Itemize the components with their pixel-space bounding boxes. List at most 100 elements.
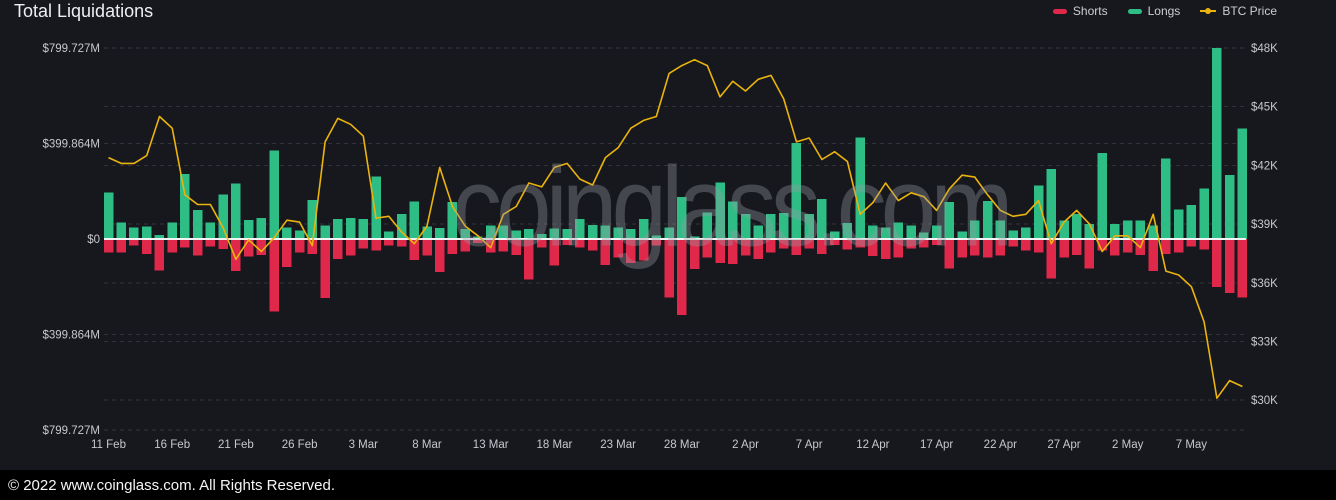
shorts-bar[interactable] [422,239,432,256]
shorts-bar[interactable] [192,239,203,256]
longs-bar[interactable] [396,213,407,239]
longs-bar[interactable] [766,213,776,239]
shorts-bar[interactable] [320,239,330,299]
longs-bar[interactable] [1224,174,1235,239]
longs-bar[interactable] [1046,169,1057,239]
longs-bar[interactable] [485,225,496,239]
shorts-bar[interactable] [626,239,636,263]
shorts-bar[interactable] [333,239,343,260]
shorts-bar[interactable] [460,239,470,252]
longs-bar[interactable] [1071,213,1082,239]
longs-bar[interactable] [613,227,623,239]
btc-price-line[interactable] [108,58,1243,400]
longs-bar[interactable] [893,222,904,239]
shorts-bar[interactable] [587,239,598,251]
longs-bar[interactable] [256,217,267,239]
longs-bar[interactable] [575,218,585,239]
shorts-bar[interactable] [728,239,738,265]
longs-bar[interactable] [447,202,458,239]
shorts-bar[interactable] [218,239,228,250]
longs-bar[interactable] [740,213,751,239]
legend-item-shorts[interactable]: Shorts [1052,4,1108,18]
longs-bar[interactable] [180,174,190,239]
shorts-bar[interactable] [664,239,674,298]
shorts-bar[interactable] [970,239,980,256]
longs-bar[interactable] [1122,220,1133,239]
shorts-bar[interactable] [1237,239,1248,298]
liquidations-chart-svg[interactable]: $799.727M $399.864M $0 $399.864M $799.727M $4… [0,0,1336,470]
shorts-bar[interactable] [205,239,216,247]
shorts-bar[interactable] [294,239,305,253]
longs-bar[interactable] [358,218,369,239]
longs-bar[interactable] [549,228,560,239]
longs-bar[interactable] [345,217,356,239]
shorts-bar[interactable] [384,239,394,246]
shorts-bar[interactable] [957,239,967,258]
shorts-bar[interactable] [995,239,1006,256]
longs-bar[interactable] [919,232,929,239]
longs-bar[interactable] [294,230,305,239]
shorts-bar[interactable] [1110,239,1120,256]
shorts-bar[interactable] [842,239,853,250]
shorts-bar[interactable] [256,239,267,255]
longs-bar[interactable] [664,227,674,239]
longs-bar[interactable] [1021,227,1031,239]
longs-bar[interactable] [842,223,853,239]
shorts-bar[interactable] [677,239,687,315]
longs-bar[interactable] [498,225,509,239]
longs-bar[interactable] [422,226,432,239]
shorts-bar[interactable] [715,239,725,263]
longs-bar[interactable] [587,224,598,239]
shorts-bar[interactable] [638,239,649,261]
longs-bar[interactable] [791,143,802,239]
longs-bar[interactable] [1059,220,1069,239]
longs-bar[interactable] [702,212,713,239]
longs-bar[interactable] [931,225,942,239]
longs-bar[interactable] [982,200,993,239]
shorts-bar[interactable] [613,239,623,258]
shorts-bar[interactable] [1224,239,1235,293]
longs-bar[interactable] [1008,230,1018,239]
shorts-bar[interactable] [1199,239,1209,250]
shorts-bar[interactable] [103,239,114,253]
longs-bar[interactable] [995,220,1006,239]
shorts-bar[interactable] [855,239,865,248]
longs-bar[interactable] [103,192,114,239]
shorts-bar[interactable] [434,239,445,273]
longs-bar[interactable] [167,222,177,239]
shorts-bar[interactable] [651,239,662,246]
shorts-bar[interactable] [473,239,483,244]
longs-bar[interactable] [192,210,203,239]
shorts-bar[interactable] [307,239,318,255]
shorts-bar[interactable] [180,239,190,248]
shorts-bar[interactable] [1148,239,1158,271]
shorts-bar[interactable] [1059,239,1069,258]
shorts-bar[interactable] [1033,239,1044,253]
shorts-bar[interactable] [906,239,916,249]
longs-bar[interactable] [1084,223,1095,239]
longs-bar[interactable] [141,226,152,239]
longs-bar[interactable] [218,194,228,239]
longs-bar[interactable] [1212,48,1222,239]
longs-bar[interactable] [1186,205,1197,239]
longs-bar[interactable] [282,227,292,239]
longs-bar[interactable] [511,230,521,239]
longs-bar[interactable] [804,213,814,239]
shorts-bar[interactable] [1161,239,1171,255]
shorts-bar[interactable] [575,239,585,248]
shorts-bar[interactable] [1186,239,1197,247]
longs-bar[interactable] [307,200,318,239]
shorts-bar[interactable] [1071,239,1082,256]
longs-bar[interactable] [1135,220,1146,239]
shorts-bar[interactable] [778,239,789,249]
shorts-bar[interactable] [524,239,534,280]
shorts-bar[interactable] [409,239,420,261]
longs-bar[interactable] [829,231,840,239]
longs-bar[interactable] [728,201,738,239]
shorts-bar[interactable] [829,239,840,245]
longs-bar[interactable] [906,225,916,239]
longs-bar[interactable] [231,183,241,239]
longs-bar[interactable] [562,228,572,239]
longs-bar[interactable] [205,222,216,239]
shorts-bar[interactable] [893,239,904,258]
